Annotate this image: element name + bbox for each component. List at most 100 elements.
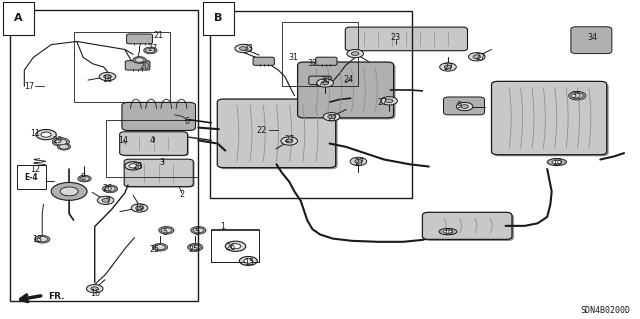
Ellipse shape xyxy=(547,159,566,166)
Text: 5: 5 xyxy=(195,228,200,237)
FancyBboxPatch shape xyxy=(309,76,332,85)
Text: 4: 4 xyxy=(149,136,154,145)
Text: 22: 22 xyxy=(256,126,266,135)
Circle shape xyxy=(159,226,174,234)
Circle shape xyxy=(97,196,114,204)
Bar xyxy=(282,22,358,86)
Circle shape xyxy=(323,113,340,121)
FancyBboxPatch shape xyxy=(571,27,612,54)
Text: 5: 5 xyxy=(163,228,168,237)
Ellipse shape xyxy=(552,160,562,164)
Circle shape xyxy=(161,228,172,233)
Text: 17: 17 xyxy=(24,82,34,91)
Circle shape xyxy=(99,72,116,81)
Circle shape xyxy=(381,97,397,105)
Circle shape xyxy=(52,138,69,146)
Circle shape xyxy=(244,259,253,263)
FancyBboxPatch shape xyxy=(316,57,337,65)
Circle shape xyxy=(193,228,204,233)
Ellipse shape xyxy=(439,228,457,235)
Circle shape xyxy=(351,52,359,56)
Circle shape xyxy=(146,48,155,53)
Circle shape xyxy=(35,235,50,243)
Text: 27: 27 xyxy=(328,114,338,122)
Text: 27: 27 xyxy=(355,158,365,167)
Text: 30: 30 xyxy=(320,76,330,85)
Circle shape xyxy=(125,162,141,170)
Circle shape xyxy=(129,164,138,168)
Bar xyxy=(106,120,198,177)
Circle shape xyxy=(86,285,103,293)
Text: 18: 18 xyxy=(102,75,113,84)
FancyBboxPatch shape xyxy=(124,159,193,187)
FancyBboxPatch shape xyxy=(120,132,188,155)
Text: 6: 6 xyxy=(184,117,189,126)
FancyBboxPatch shape xyxy=(444,97,484,115)
Circle shape xyxy=(133,57,147,63)
Circle shape xyxy=(317,79,333,87)
FancyBboxPatch shape xyxy=(298,62,394,118)
Text: SDN4B0200D: SDN4B0200D xyxy=(580,306,630,315)
Text: 31: 31 xyxy=(288,53,298,62)
Text: E-4: E-4 xyxy=(24,173,38,182)
FancyBboxPatch shape xyxy=(127,34,152,44)
Text: 27: 27 xyxy=(475,53,485,62)
Text: 1: 1 xyxy=(220,222,225,231)
Circle shape xyxy=(51,182,87,200)
FancyBboxPatch shape xyxy=(346,27,467,51)
Text: 14: 14 xyxy=(118,136,128,145)
FancyBboxPatch shape xyxy=(125,160,195,188)
Text: 27: 27 xyxy=(378,98,388,107)
Circle shape xyxy=(461,105,468,108)
FancyBboxPatch shape xyxy=(300,64,396,120)
Text: 32: 32 xyxy=(307,59,317,68)
FancyBboxPatch shape xyxy=(217,99,335,168)
Bar xyxy=(210,11,412,198)
Circle shape xyxy=(78,175,92,182)
Circle shape xyxy=(440,63,456,71)
Circle shape xyxy=(468,53,485,61)
Circle shape xyxy=(385,99,393,103)
Text: 20: 20 xyxy=(139,63,149,71)
Bar xyxy=(10,10,198,301)
Circle shape xyxy=(572,93,583,99)
Circle shape xyxy=(60,145,68,149)
Text: 25: 25 xyxy=(188,245,198,254)
Text: 13: 13 xyxy=(32,235,42,244)
Circle shape xyxy=(135,58,144,62)
Text: 11: 11 xyxy=(30,130,40,138)
FancyBboxPatch shape xyxy=(422,212,512,239)
Circle shape xyxy=(55,139,67,145)
Text: 35: 35 xyxy=(571,91,581,100)
Text: 10: 10 xyxy=(552,158,562,167)
Text: FR.: FR. xyxy=(48,292,65,301)
Circle shape xyxy=(347,49,364,58)
Circle shape xyxy=(136,206,143,210)
Text: 25: 25 xyxy=(150,245,160,254)
Circle shape xyxy=(41,132,51,137)
Circle shape xyxy=(188,243,203,251)
Text: 28: 28 xyxy=(132,162,143,171)
FancyBboxPatch shape xyxy=(122,102,196,130)
Text: 10: 10 xyxy=(443,228,453,237)
Text: 24: 24 xyxy=(344,75,354,84)
Text: 26: 26 xyxy=(225,243,236,252)
FancyBboxPatch shape xyxy=(219,101,338,169)
Text: 16: 16 xyxy=(90,289,100,298)
Text: 27: 27 xyxy=(147,44,157,53)
FancyBboxPatch shape xyxy=(121,133,189,156)
Circle shape xyxy=(321,81,329,85)
Circle shape xyxy=(104,75,111,78)
FancyBboxPatch shape xyxy=(424,214,514,241)
Circle shape xyxy=(239,256,257,265)
Circle shape xyxy=(239,47,247,50)
Circle shape xyxy=(235,44,252,53)
Bar xyxy=(211,229,259,262)
Text: 23: 23 xyxy=(390,33,401,42)
Text: 19: 19 xyxy=(134,204,145,213)
Circle shape xyxy=(225,241,246,251)
Text: 26: 26 xyxy=(102,184,113,193)
Text: 34: 34 xyxy=(587,33,597,42)
Ellipse shape xyxy=(444,230,452,233)
Circle shape xyxy=(328,115,335,119)
